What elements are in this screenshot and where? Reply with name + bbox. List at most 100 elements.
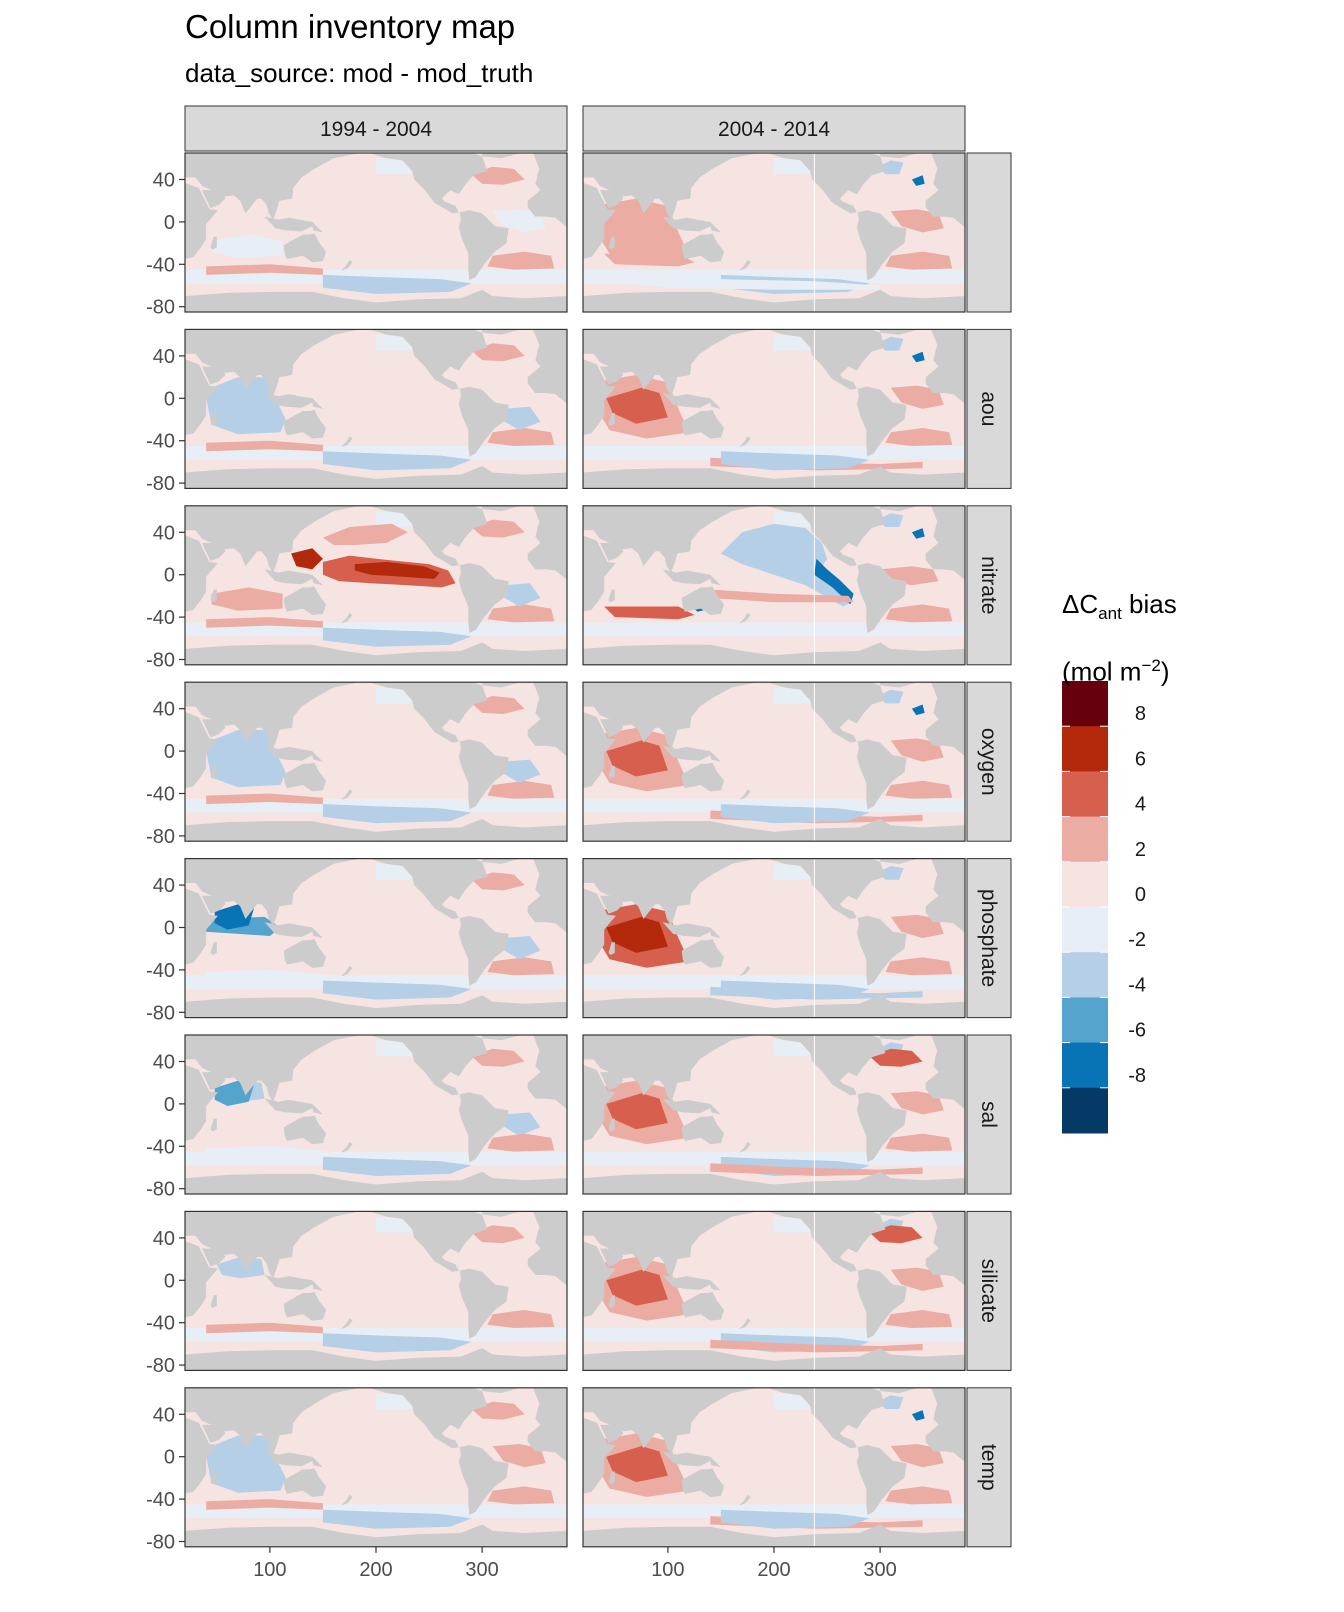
y-tick-label: 0	[164, 741, 175, 763]
land-mass	[482, 329, 521, 335]
bias-region	[206, 729, 286, 788]
land-mass	[925, 858, 965, 933]
legend-title-main: ΔC	[1062, 589, 1099, 619]
land-mass	[880, 858, 919, 864]
bias-region	[890, 738, 944, 762]
land-mass	[458, 210, 509, 281]
land-mass	[681, 1292, 725, 1321]
land-mass	[185, 642, 567, 665]
land-mass	[527, 153, 567, 228]
land-mass	[880, 1035, 919, 1041]
land-mass	[583, 329, 758, 397]
land-mass	[264, 745, 323, 762]
y-tick-label: 40	[153, 522, 175, 544]
land-mass	[185, 995, 567, 1018]
land-mass	[608, 236, 615, 250]
y-tick-label: 40	[153, 1404, 175, 1426]
land-mass	[185, 535, 218, 612]
legend-color-segment	[1062, 997, 1108, 1044]
bias-region	[604, 606, 695, 620]
bias-region	[501, 406, 541, 431]
land-mass	[739, 612, 751, 624]
land-mass	[880, 505, 919, 512]
land-mass	[608, 765, 615, 779]
land-mass	[283, 1115, 327, 1145]
land-mass	[925, 1211, 965, 1286]
y-tick-label: -80	[146, 1532, 175, 1554]
land-mass	[856, 1092, 907, 1163]
bias-region	[487, 251, 555, 270]
legend-color-segment	[1062, 1042, 1108, 1089]
legend-color-segment	[1062, 816, 1108, 863]
panel-border	[184, 152, 568, 313]
land-mass	[662, 1275, 721, 1291]
bias-region	[911, 704, 925, 716]
legend-color-segment	[1062, 952, 1108, 998]
land-mass	[681, 410, 725, 439]
land-mass	[185, 1348, 567, 1371]
land-mass	[767, 1387, 886, 1449]
land-mass	[583, 1241, 616, 1318]
land-mass	[583, 682, 758, 749]
land-mass	[681, 1468, 725, 1497]
land-mass	[583, 535, 616, 612]
legend-color-segment	[1062, 1087, 1108, 1134]
panel-border	[582, 857, 966, 1019]
legend-unit-suffix: )	[1160, 656, 1170, 687]
map-panel	[185, 682, 567, 842]
bias-region	[911, 528, 925, 539]
bias-region	[911, 175, 925, 186]
land-mass	[185, 289, 567, 312]
land-mass	[662, 745, 721, 762]
land-mass	[583, 1211, 758, 1279]
panel-border	[184, 328, 568, 489]
land-mass	[210, 1295, 217, 1308]
land-mass	[600, 1072, 624, 1091]
chart-title: Column inventory map	[185, 8, 516, 45]
land-mass	[185, 466, 567, 489]
land-mass	[600, 1424, 624, 1443]
land-mass	[202, 1072, 226, 1091]
legend-color-segment	[1062, 681, 1108, 727]
y-tick-label: 40	[153, 1052, 175, 1074]
land-mass	[681, 233, 725, 263]
land-mass	[202, 190, 226, 209]
land-mass	[202, 366, 226, 385]
land-mass	[185, 359, 218, 436]
y-tick-label: -80	[146, 1002, 175, 1024]
legend-label: 0	[1135, 884, 1146, 906]
land-mass	[369, 1387, 488, 1449]
bias-region	[814, 558, 854, 605]
land-mass	[739, 436, 751, 448]
bias-region	[322, 980, 472, 1000]
map-panel	[185, 329, 567, 489]
legend-label: 8	[1135, 703, 1146, 725]
land-mass	[185, 711, 218, 789]
bias-region	[322, 274, 472, 294]
land-mass	[341, 1142, 353, 1153]
land-mass	[458, 1445, 509, 1515]
bias-region	[720, 1509, 870, 1529]
y-tick-label: 0	[164, 1094, 175, 1116]
land-mass	[856, 915, 907, 986]
land-mass	[583, 466, 965, 489]
land-mass	[527, 1035, 567, 1110]
y-tick-label: -40	[146, 1136, 175, 1158]
row-strip	[966, 681, 1012, 842]
land-mass	[583, 182, 616, 259]
bias-region	[606, 740, 668, 777]
y-tick-label: 40	[153, 875, 175, 897]
land-mass	[925, 682, 965, 757]
land-mass	[600, 190, 624, 209]
land-mass	[458, 563, 509, 633]
x-tick-label: 300	[863, 1559, 896, 1581]
bias-region	[890, 1267, 944, 1291]
land-mass	[600, 719, 624, 738]
land-mass	[210, 1118, 217, 1132]
bias-region	[604, 253, 695, 267]
bias-region	[583, 622, 965, 637]
bias-region	[890, 1091, 944, 1115]
land-mass	[856, 386, 907, 457]
bias-region	[354, 562, 440, 579]
panel-border	[582, 1210, 966, 1372]
